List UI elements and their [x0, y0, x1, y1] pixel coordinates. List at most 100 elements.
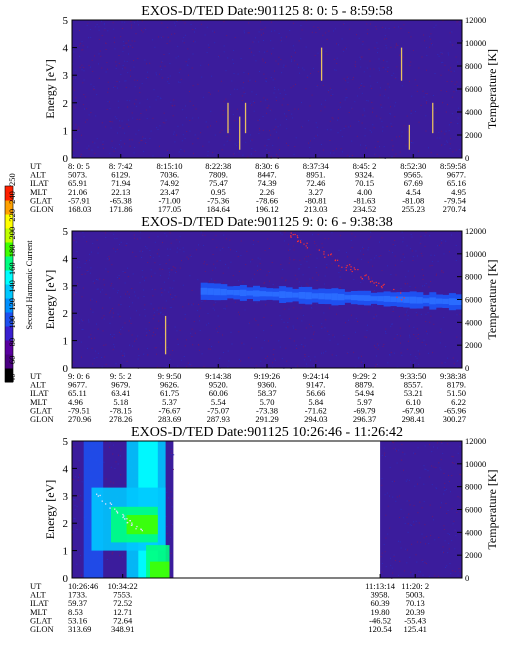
noise-dot — [167, 277, 169, 279]
noise-dot — [149, 255, 151, 256]
noise-dot — [74, 518, 76, 520]
noise-dot — [351, 155, 353, 156]
noise-dot — [434, 254, 436, 256]
noise-dot — [413, 326, 415, 328]
noise-dot — [431, 465, 433, 467]
noise-dot — [330, 94, 332, 96]
noise-dot — [431, 451, 433, 453]
noise-dot — [214, 42, 216, 44]
panel-1-background-0 — [72, 20, 462, 158]
noise-dot — [102, 330, 104, 332]
cell-ut: 8:15:10 — [157, 161, 183, 171]
row-label-alt: ALT — [30, 590, 47, 600]
noise-dot — [379, 87, 381, 89]
noise-dot — [167, 255, 169, 256]
cell-mlt: 4.96 — [68, 397, 83, 407]
noise-dot — [444, 362, 446, 363]
noise-dot — [393, 555, 395, 557]
noise-dot — [287, 249, 289, 251]
cell-glat: -57.91 — [68, 195, 90, 205]
noise-dot — [155, 99, 157, 101]
noise-dot — [400, 288, 402, 290]
noise-dot — [385, 333, 387, 335]
noise-dot — [119, 244, 120, 245]
noise-dot — [139, 102, 141, 104]
noise-dot — [130, 20, 132, 22]
noise-dot — [326, 266, 327, 268]
noise-dot — [190, 332, 192, 334]
noise-dot — [116, 118, 118, 120]
y2-tick-label: 12000 — [465, 436, 486, 446]
cell-glon: 255.23 — [402, 204, 425, 214]
noise-dot — [417, 150, 419, 152]
noise-dot — [403, 24, 405, 26]
noise-dot — [173, 131, 175, 133]
noise-dot — [137, 358, 139, 360]
noise-dot — [353, 279, 355, 280]
noise-dot — [312, 325, 314, 327]
noise-dot — [324, 106, 326, 108]
noise-dot — [152, 335, 154, 337]
noise-dot — [328, 238, 330, 240]
noise-dot — [395, 560, 396, 561]
cell-glat: -79.51 — [68, 405, 90, 415]
noise-dot — [313, 137, 315, 139]
colorbar-swatch — [5, 326, 13, 341]
noise-dot — [327, 330, 329, 332]
noise-dot — [373, 127, 375, 129]
noise-dot — [379, 241, 380, 243]
noise-dot — [177, 365, 179, 367]
noise-dot — [101, 20, 102, 22]
noise-dot — [249, 140, 251, 142]
noise-dot — [146, 98, 148, 100]
noise-dot — [97, 279, 99, 281]
noise-dot — [170, 293, 171, 295]
noise-dot — [204, 270, 206, 272]
noise-dot — [280, 59, 282, 61]
temperature-point — [124, 518, 126, 520]
noise-dot — [81, 296, 83, 298]
noise-dot — [263, 97, 265, 99]
noise-dot — [446, 81, 448, 82]
noise-dot — [301, 29, 303, 31]
noise-dot — [354, 236, 356, 238]
noise-dot — [426, 93, 428, 95]
noise-dot — [116, 132, 118, 134]
y2-tick-label: 0 — [465, 153, 469, 163]
noise-dot — [110, 481, 112, 483]
energy-band-core — [448, 298, 456, 306]
noise-dot — [254, 37, 256, 39]
cell-ut: 8:30: 6 — [255, 161, 279, 171]
noise-dot — [190, 256, 192, 257]
noise-dot — [111, 140, 113, 142]
noise-dot — [320, 144, 322, 145]
noise-dot — [273, 92, 275, 94]
noise-dot — [385, 537, 387, 539]
noise-dot — [157, 328, 158, 329]
noise-dot — [124, 80, 126, 82]
noise-dot — [450, 71, 452, 73]
noise-dot — [238, 280, 239, 282]
noise-dot — [122, 51, 124, 53]
noise-dot — [385, 514, 387, 516]
noise-dot — [317, 27, 319, 28]
noise-dot — [350, 240, 352, 241]
noise-dot — [240, 240, 242, 242]
noise-dot — [109, 322, 111, 324]
noise-dot — [83, 94, 85, 96]
noise-dot — [118, 304, 120, 306]
noise-dot — [188, 303, 190, 305]
noise-dot — [399, 327, 401, 329]
cell-glat: -75.07 — [207, 405, 229, 415]
noise-dot — [98, 63, 99, 65]
noise-dot — [408, 500, 410, 502]
y-tick-label: 2 — [63, 518, 69, 530]
temperature-point — [141, 530, 143, 532]
noise-dot — [271, 53, 272, 55]
noise-dot — [134, 237, 135, 239]
noise-dot — [348, 338, 350, 340]
noise-dot — [377, 348, 379, 350]
noise-dot — [166, 525, 168, 527]
noise-dot — [360, 281, 362, 283]
noise-dot — [256, 302, 258, 304]
